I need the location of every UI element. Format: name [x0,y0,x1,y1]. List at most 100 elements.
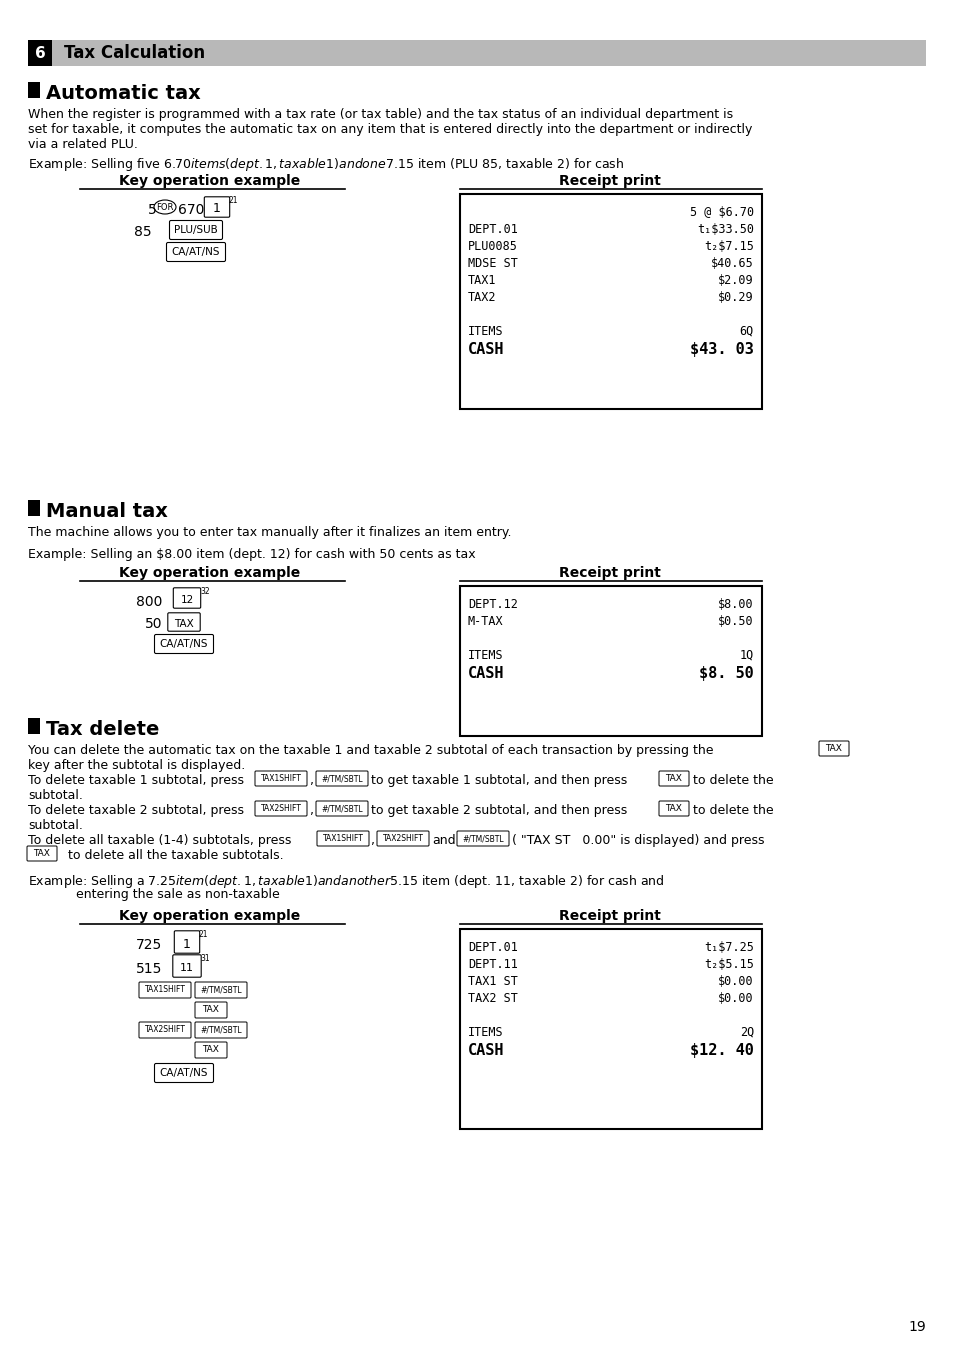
Text: FOR: FOR [156,202,173,212]
Text: 50: 50 [144,616,162,631]
Text: Receipt print: Receipt print [558,174,660,188]
FancyBboxPatch shape [27,846,57,861]
Text: 11: 11 [180,963,193,973]
Text: Receipt print: Receipt print [558,567,660,580]
Text: CASH: CASH [468,343,504,357]
FancyBboxPatch shape [194,1023,247,1037]
FancyBboxPatch shape [818,741,848,755]
Text: ,: , [310,804,314,817]
Text: Example: Selling a $7.25 item (dept. 1, taxable 1) and another $5.15 item (dept.: Example: Selling a $7.25 item (dept. 1, … [28,873,664,890]
Text: set for taxable, it computes the automatic tax on any item that is entered direc: set for taxable, it computes the automat… [28,123,752,136]
FancyBboxPatch shape [659,801,688,816]
Text: to delete the: to delete the [692,804,773,817]
Text: ITEMS: ITEMS [468,1027,503,1039]
Text: $12. 40: $12. 40 [689,1043,753,1058]
Text: TAX2 ST: TAX2 ST [468,992,517,1005]
Text: $0.00: $0.00 [718,975,753,987]
Text: 5: 5 [148,202,156,217]
Text: $40.65: $40.65 [711,258,753,270]
Text: #/TM/SBTL: #/TM/SBTL [200,986,241,994]
Text: $43. 03: $43. 03 [689,343,753,357]
Bar [28,500,40,517]
Text: Key operation example: Key operation example [119,567,300,580]
Text: Tax delete: Tax delete [46,720,159,739]
Text: t₁$33.50: t₁$33.50 [697,223,753,236]
FancyBboxPatch shape [194,982,247,998]
Text: #/TM/SBTL: #/TM/SBTL [461,834,503,843]
Text: 1Q: 1Q [739,649,753,662]
FancyBboxPatch shape [659,772,688,786]
Text: MDSE ST: MDSE ST [468,258,517,270]
FancyBboxPatch shape [254,772,307,786]
FancyBboxPatch shape [168,612,200,631]
Text: The machine allows you to enter tax manually after it finalizes an item entry.: The machine allows you to enter tax manu… [28,526,511,540]
FancyBboxPatch shape [194,1002,227,1018]
FancyBboxPatch shape [456,831,509,846]
Text: DEPT.01: DEPT.01 [468,223,517,236]
Text: TAX1SHIFT: TAX1SHIFT [260,774,301,782]
FancyBboxPatch shape [154,634,213,653]
Text: ( "TAX ST   0.00" is displayed) and press: ( "TAX ST 0.00" is displayed) and press [512,834,763,847]
Text: ,: , [371,834,375,847]
Text: $8. 50: $8. 50 [699,666,753,681]
FancyBboxPatch shape [376,831,429,846]
Text: subtotal.: subtotal. [28,819,83,832]
Text: entering the sale as non-taxable: entering the sale as non-taxable [28,888,279,901]
Text: subtotal.: subtotal. [28,789,83,803]
Text: via a related PLU.: via a related PLU. [28,138,138,151]
Bar [28,40,52,66]
Text: DEPT.12: DEPT.12 [468,598,517,611]
Text: CA/AT/NS: CA/AT/NS [159,1068,208,1078]
Text: PLU/SUB: PLU/SUB [174,225,217,235]
Text: ITEMS: ITEMS [468,325,503,339]
FancyBboxPatch shape [170,220,222,240]
Text: 6: 6 [34,46,46,61]
Text: $2.09: $2.09 [718,274,753,287]
Text: #/TM/SBTL: #/TM/SBTL [321,804,362,813]
Text: To delete all taxable (1-4) subtotals, press: To delete all taxable (1-4) subtotals, p… [28,834,291,847]
Text: 31: 31 [200,954,210,963]
Text: M-TAX: M-TAX [468,615,503,629]
Ellipse shape [153,200,175,214]
Text: CA/AT/NS: CA/AT/NS [159,639,208,649]
Text: PLU0085: PLU0085 [468,240,517,254]
Text: Key operation example: Key operation example [119,174,300,188]
Text: to delete all the taxable subtotals.: to delete all the taxable subtotals. [60,849,283,862]
Bar [459,929,761,1129]
Text: t₂$5.15: t₂$5.15 [703,958,753,971]
Text: 670: 670 [178,202,204,217]
Text: ITEMS: ITEMS [468,649,503,662]
Text: TAX: TAX [202,1005,219,1014]
Text: 32: 32 [200,587,210,596]
Text: TAX1 ST: TAX1 ST [468,975,517,987]
Text: TAX: TAX [174,619,193,629]
Text: $0.50: $0.50 [718,615,753,629]
Text: DEPT.01: DEPT.01 [468,942,517,954]
Text: 21: 21 [229,196,238,205]
Text: TAX: TAX [33,849,51,858]
FancyBboxPatch shape [315,801,368,816]
FancyBboxPatch shape [172,955,201,977]
Text: To delete taxable 1 subtotal, press: To delete taxable 1 subtotal, press [28,774,244,786]
Bar [28,82,40,98]
Text: Manual tax: Manual tax [46,502,168,521]
Text: TAX1SHIFT: TAX1SHIFT [322,834,363,843]
FancyBboxPatch shape [316,831,369,846]
Text: Automatic tax: Automatic tax [46,84,200,103]
Text: TAX2SHIFT: TAX2SHIFT [260,804,301,813]
Text: TAX: TAX [824,745,841,753]
Text: Tax Calculation: Tax Calculation [64,45,205,62]
Text: 1: 1 [213,202,221,216]
FancyBboxPatch shape [254,801,307,816]
Text: 5 @ $6.70: 5 @ $6.70 [689,206,753,219]
Text: Receipt print: Receipt print [558,909,660,923]
Bar [459,585,761,737]
FancyBboxPatch shape [167,243,225,262]
Text: TAX1SHIFT: TAX1SHIFT [145,986,185,994]
Text: key after the subtotal is displayed.: key after the subtotal is displayed. [28,759,245,772]
Text: Key operation example: Key operation example [119,909,300,923]
Text: 515: 515 [135,962,162,975]
Text: $0.00: $0.00 [718,992,753,1005]
Text: TAX2SHIFT: TAX2SHIFT [382,834,423,843]
Text: to get taxable 2 subtotal, and then press: to get taxable 2 subtotal, and then pres… [371,804,626,817]
